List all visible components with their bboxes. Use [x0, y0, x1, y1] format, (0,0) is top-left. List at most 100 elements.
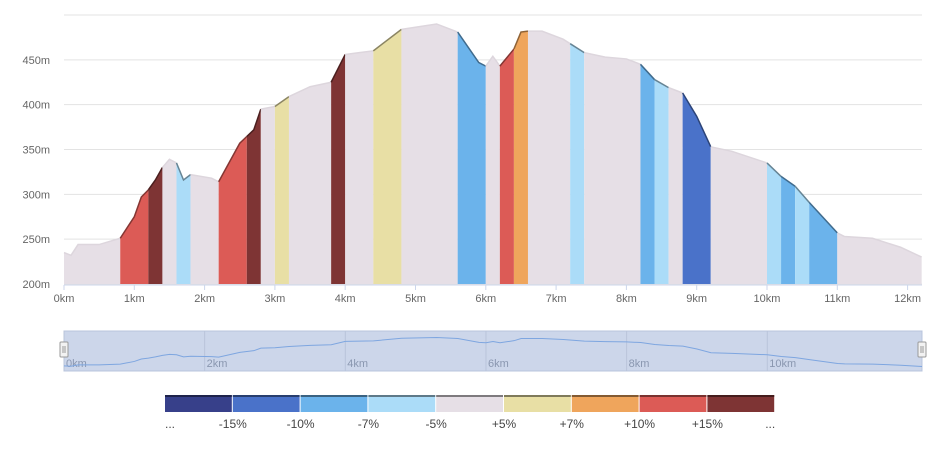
grade-band — [485, 56, 500, 284]
legend-label: +5% — [492, 417, 517, 431]
grade-band — [162, 159, 177, 284]
x-tick-label: 6km — [475, 293, 496, 305]
profile-line — [345, 50, 374, 56]
navigator-handle-right[interactable] — [917, 341, 927, 358]
profile-line — [372, 28, 402, 52]
profile-line — [457, 31, 487, 67]
grade-band — [837, 232, 922, 284]
profile-line — [780, 175, 796, 187]
grade-band — [767, 162, 782, 284]
profile-line — [485, 54, 501, 67]
grade-band — [457, 32, 486, 284]
profile-line — [246, 108, 262, 138]
legend-swatch-edge — [504, 395, 571, 397]
navigator-tick-label: 8km — [629, 358, 650, 370]
y-tick-label: 250m — [22, 234, 50, 246]
profile-line — [668, 86, 683, 94]
legend-label: -5% — [426, 417, 448, 431]
grade-band — [260, 106, 275, 285]
x-tick-label: 7km — [546, 293, 567, 305]
legend-swatch — [232, 395, 300, 412]
profile-line — [330, 54, 346, 83]
x-tick-label: 8km — [616, 293, 637, 305]
grade-band — [682, 93, 711, 284]
profile-line — [808, 201, 838, 234]
grade-band — [190, 174, 219, 284]
profile-line — [63, 237, 121, 257]
profile-line — [161, 158, 177, 168]
x-tick-label: 0km — [54, 293, 75, 305]
profile-line — [569, 43, 585, 54]
legend-swatch — [571, 395, 639, 412]
legend-swatch — [300, 395, 368, 412]
legend-label: -15% — [219, 417, 247, 431]
legend-swatch-edge — [436, 395, 503, 397]
legend-swatch — [165, 395, 232, 412]
grade-band — [373, 29, 402, 285]
legend-label: ... — [165, 417, 175, 431]
profile-line — [119, 189, 149, 239]
grade-band — [584, 52, 641, 284]
legend-label: -7% — [358, 417, 380, 431]
profile-line — [401, 23, 458, 33]
grade-band — [148, 167, 163, 284]
grade-band — [640, 64, 655, 284]
navigator-series — [63, 337, 923, 367]
grade-band — [781, 176, 796, 284]
profile-line — [710, 146, 768, 164]
navigator-tick-label: 2km — [207, 358, 228, 370]
legend-swatch — [368, 395, 436, 412]
x-tick-label: 2km — [194, 293, 215, 305]
legend-label: -10% — [287, 417, 315, 431]
profile-line — [147, 167, 164, 191]
legend-swatch-edge — [165, 395, 232, 397]
legend-label: +7% — [560, 417, 585, 431]
legend-swatch-edge — [232, 395, 300, 397]
profile-line — [175, 162, 191, 182]
legend-label: ... — [765, 417, 775, 431]
grade-band — [218, 136, 247, 284]
y-tick-label: 300m — [22, 189, 50, 201]
legend-swatch-edge — [368, 395, 436, 397]
grade-band — [120, 189, 149, 284]
profile-line — [274, 95, 290, 108]
grade-band — [64, 238, 121, 284]
navigator-handle-left[interactable] — [59, 341, 69, 358]
x-tick-label: 5km — [405, 293, 426, 305]
legend-swatch-edge — [571, 395, 639, 397]
profile-line — [527, 30, 571, 45]
grade-band — [795, 186, 810, 284]
navigator-range[interactable] — [63, 330, 923, 372]
profile-line — [260, 105, 276, 110]
grade-band — [513, 31, 528, 284]
legend-swatch — [504, 395, 571, 412]
profile-line — [584, 51, 641, 66]
x-tick-label: 1km — [124, 293, 145, 305]
x-axis: 0km 1km 2km 3km 4km 5km 6km 7km 8km 9km 10km 11km 12… — [54, 284, 922, 305]
grade-band — [527, 31, 571, 284]
legend-label: +15% — [692, 417, 723, 431]
y-tick-label: 450m — [22, 55, 50, 67]
legend-swatch-edge — [639, 395, 707, 397]
profile-line — [218, 135, 248, 183]
grade-band — [499, 49, 514, 284]
grade-band — [345, 50, 374, 284]
profile-line — [794, 185, 810, 203]
x-tick-label: 9km — [686, 293, 707, 305]
x-tick-label: 10km — [754, 293, 781, 305]
x-tick-label: 3km — [265, 293, 286, 305]
profile-line — [681, 92, 712, 148]
grade-band — [809, 202, 838, 284]
profile-line — [654, 78, 669, 89]
legend-swatch — [639, 395, 707, 412]
legend-swatch — [707, 395, 775, 412]
navigator[interactable]: 0km 2km 4km 6km 8km 10km — [59, 330, 927, 372]
legend-swatch-edge — [707, 395, 775, 397]
navigator-tick-label: 0km — [66, 358, 87, 370]
profile-line — [639, 63, 656, 81]
profile-line — [513, 30, 529, 50]
navigator-tick-label: 4km — [347, 358, 368, 370]
x-tick-label: 4km — [335, 293, 356, 305]
grade-band — [710, 146, 767, 284]
